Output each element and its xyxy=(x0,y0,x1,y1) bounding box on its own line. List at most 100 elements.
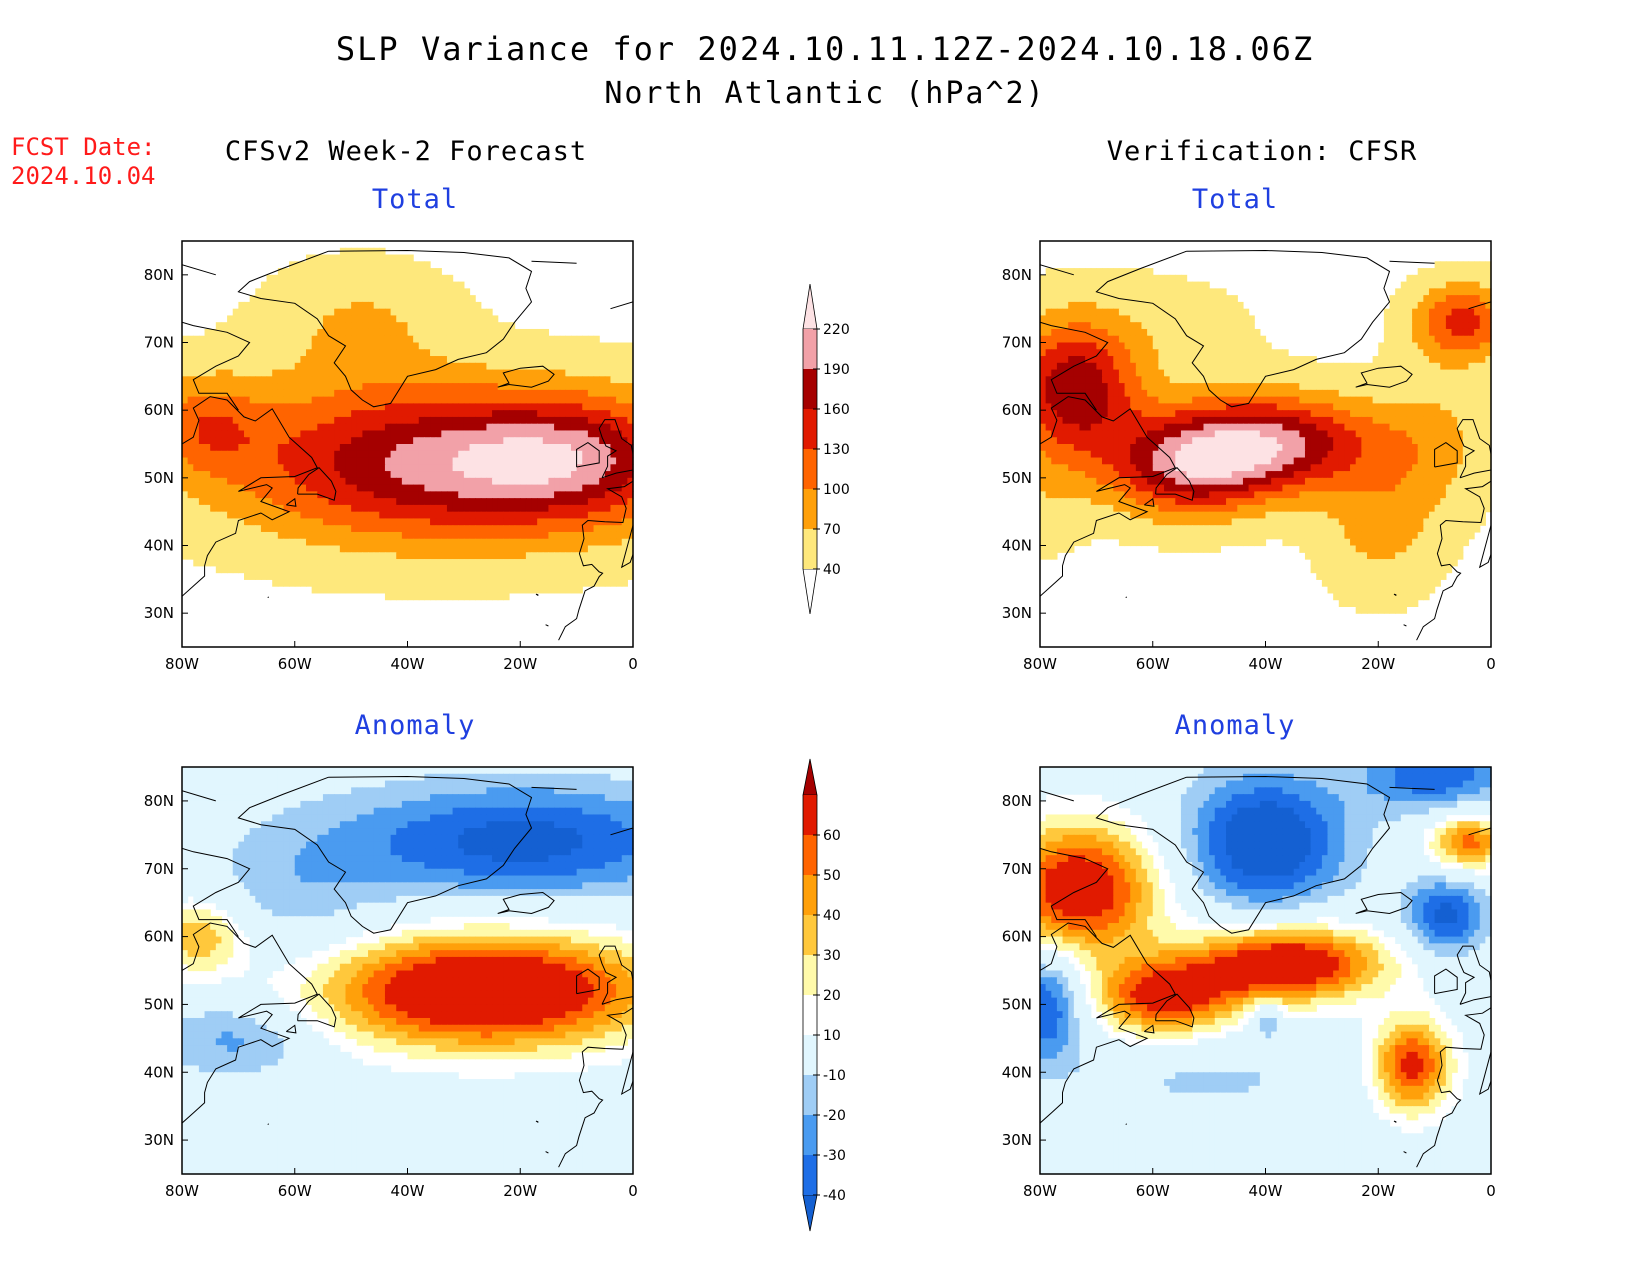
field-cell xyxy=(537,498,544,506)
field-cell xyxy=(266,295,273,303)
field-cell xyxy=(328,525,335,533)
field-cell xyxy=(525,356,533,364)
field-cell xyxy=(537,376,544,384)
field-cell xyxy=(1400,416,1408,425)
field-cell xyxy=(294,308,301,317)
field-cell xyxy=(1479,410,1486,418)
field-cell xyxy=(1147,356,1154,364)
field-cell xyxy=(1203,295,1210,303)
field-cell xyxy=(311,457,318,465)
field-cell xyxy=(401,572,409,580)
field-cell xyxy=(407,335,414,344)
field-cell xyxy=(554,457,561,465)
field-cell xyxy=(604,403,612,411)
field-cell xyxy=(373,410,380,418)
field-cell xyxy=(1130,356,1137,364)
field-cell xyxy=(345,491,352,499)
field-cell xyxy=(593,430,600,438)
field-cell xyxy=(351,552,358,560)
field-cell xyxy=(1389,376,1396,384)
field-cell xyxy=(599,450,606,459)
field-cell xyxy=(283,416,290,425)
field-cell xyxy=(531,471,538,479)
field-cell xyxy=(413,552,420,560)
field-cell xyxy=(1372,403,1379,411)
field-cell xyxy=(492,498,499,506)
field-cell xyxy=(1434,389,1441,398)
field-cell xyxy=(503,518,510,526)
field-cell xyxy=(1085,281,1092,289)
field-cell xyxy=(322,572,330,580)
field-cell xyxy=(373,586,380,594)
coastline xyxy=(182,264,216,276)
field-cell xyxy=(1102,295,1109,303)
field-cell xyxy=(1237,389,1244,398)
field-cell xyxy=(396,450,403,459)
field-cell xyxy=(1158,369,1165,377)
field-cell xyxy=(1090,268,1097,276)
field-cell xyxy=(1152,281,1159,289)
field-cell xyxy=(334,457,341,465)
field-cell xyxy=(210,369,217,377)
field-cell xyxy=(339,450,347,459)
field-cell xyxy=(621,342,628,350)
field-cell xyxy=(508,342,516,350)
field-cell xyxy=(627,457,634,465)
field-cell xyxy=(593,437,600,445)
field-cell xyxy=(503,389,510,398)
field-cell xyxy=(599,410,606,418)
field-cell xyxy=(413,268,420,276)
field-cell xyxy=(1440,342,1447,350)
field-cell xyxy=(1310,403,1317,411)
field-cell xyxy=(215,322,223,330)
field-cell xyxy=(452,511,459,520)
field-cell xyxy=(345,362,352,371)
field-cell xyxy=(435,511,442,520)
field-cell xyxy=(306,328,313,337)
field-cell xyxy=(446,511,454,520)
field-cell xyxy=(418,586,426,594)
field-cell xyxy=(441,403,448,411)
field-cell xyxy=(508,450,516,459)
field-cell xyxy=(249,559,256,567)
field-cell xyxy=(1248,356,1255,364)
field-cell xyxy=(317,362,324,371)
field-cell xyxy=(215,471,223,479)
field-cell xyxy=(328,410,335,418)
field-cell xyxy=(508,396,516,404)
field-cell xyxy=(582,477,589,486)
field-cell xyxy=(244,464,251,472)
field-cell xyxy=(1355,410,1362,418)
field-cell xyxy=(368,335,375,344)
field-cell xyxy=(1423,383,1430,391)
field-cell xyxy=(413,335,420,344)
field-cell xyxy=(418,410,426,418)
field-cell xyxy=(531,410,538,418)
coastline xyxy=(545,624,549,627)
field-cell xyxy=(418,423,426,432)
field-cell xyxy=(430,444,437,452)
field-cell xyxy=(1118,356,1126,364)
field-cell xyxy=(328,288,335,296)
field-cell xyxy=(1321,396,1329,404)
field-cell xyxy=(204,545,211,553)
field-cell xyxy=(1383,362,1391,371)
field-cell xyxy=(458,423,465,432)
field-cell xyxy=(182,450,189,459)
field-cell xyxy=(1045,403,1052,411)
field-cell xyxy=(1395,322,1402,330)
field-cell xyxy=(1423,342,1430,350)
field-cell xyxy=(1079,349,1086,357)
field-cell xyxy=(1062,308,1069,317)
field-cell xyxy=(373,444,380,452)
field-cell xyxy=(1192,308,1199,317)
field-cell xyxy=(368,288,375,296)
field-cell xyxy=(610,565,617,574)
field-cell xyxy=(306,504,313,513)
field-cell xyxy=(300,328,307,337)
field-cell xyxy=(1254,389,1261,398)
field-cell xyxy=(379,268,386,276)
field-cell xyxy=(1135,349,1143,357)
field-cell xyxy=(565,389,572,398)
field-cell xyxy=(424,579,431,587)
